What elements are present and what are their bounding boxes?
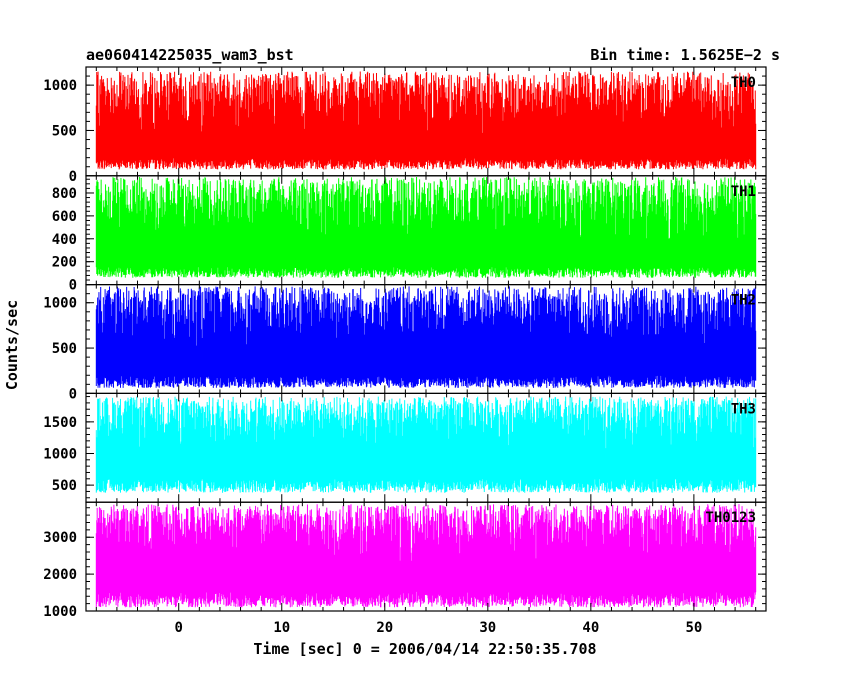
y-tick-label: 1000 [43, 78, 77, 94]
x-axis: 0 10 20 30 40 50 [175, 620, 703, 636]
y-tick-label: 1000 [43, 296, 77, 312]
y-tick-label: 500 [52, 341, 77, 357]
series-th2 [95, 286, 757, 388]
series-th3 [95, 396, 757, 493]
y-tick-label: 200 [52, 255, 77, 271]
y-tick-label: 1000 [43, 446, 77, 462]
panel-label-th3: TH3 [731, 401, 756, 417]
y-tick-label: 2000 [43, 567, 77, 583]
series-th0123 [95, 504, 757, 608]
y-tick-label: 400 [52, 232, 77, 248]
x-tick-label: 40 [582, 620, 599, 636]
y-tick-label: 3000 [43, 530, 77, 546]
bin-time-label: Bin time: 1.5625E−2 s [590, 46, 780, 64]
chart-title: ae060414225035_wam3_bst [86, 46, 294, 64]
y-tick-label: 600 [52, 209, 77, 225]
x-tick-label: 10 [273, 620, 290, 636]
y-tick-label: 1000 [43, 604, 77, 620]
panel-label-th0123: TH0123 [705, 510, 756, 526]
y-tick-label: 1500 [43, 415, 77, 431]
panels: 0 500 1000 TH0 0 200 400 600 800 TH1 0 500 1000 TH2 50… [43, 66, 767, 620]
x-axis-label: Time [sec] 0 = 2006/04/14 22:50:35.708 [253, 640, 596, 658]
x-tick-label: 20 [376, 620, 393, 636]
panel-th1: 0 200 400 600 800 TH1 [52, 175, 767, 294]
x-tick-label: 30 [479, 620, 496, 636]
series-th1 [95, 177, 757, 278]
y-tick-label: 0 [69, 169, 77, 185]
series-th0 [95, 71, 757, 170]
x-tick-label: 50 [685, 620, 702, 636]
panel-label-th2: TH2 [731, 293, 756, 309]
panel-th3: 500 1000 1500 TH3 [43, 392, 767, 503]
panel-th0123: 1000 2000 3000 TH0123 [43, 501, 767, 620]
panel-label-th1: TH1 [731, 184, 756, 200]
y-tick-label: 500 [52, 478, 77, 494]
panel-th2: 0 500 1000 TH2 [43, 284, 767, 402]
panel-label-th0: TH0 [731, 75, 756, 91]
panel-th0: 0 500 1000 TH0 [43, 66, 767, 185]
x-tick-label: 0 [175, 620, 183, 636]
y-tick-label: 0 [69, 278, 77, 294]
y-tick-label: 0 [69, 386, 77, 402]
y-axis-label: Counts/sec [3, 300, 21, 390]
y-tick-label: 500 [52, 123, 77, 139]
y-tick-label: 800 [52, 186, 77, 202]
